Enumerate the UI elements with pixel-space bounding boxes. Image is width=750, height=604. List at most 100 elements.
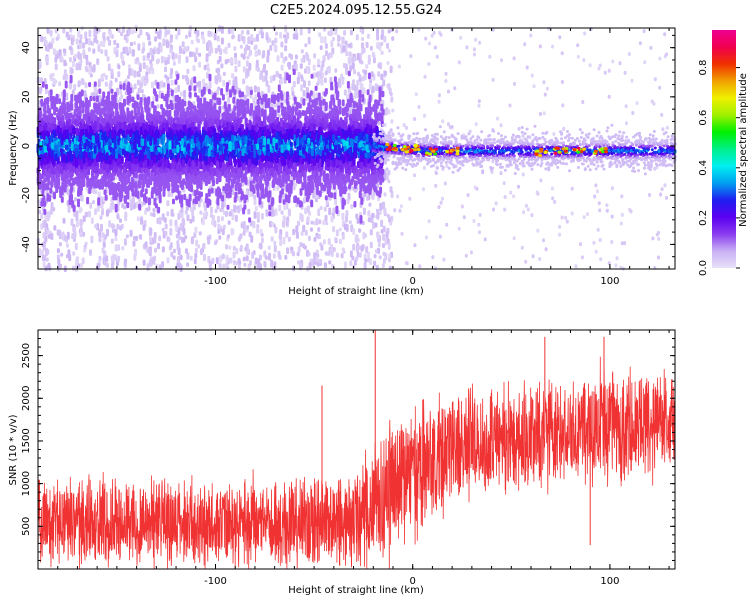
spectrogram-cell bbox=[437, 99, 441, 104]
spectrogram-cell bbox=[74, 242, 78, 251]
spectrogram-cell bbox=[49, 187, 53, 194]
spectrogram-cell bbox=[274, 226, 278, 234]
spectrogram-cell bbox=[220, 88, 224, 96]
spectrogram-cell bbox=[185, 74, 188, 82]
spectrogram-cell bbox=[229, 257, 233, 264]
spectrogram-cell bbox=[44, 227, 48, 235]
spectrogram-cell bbox=[41, 81, 45, 88]
spectrogram-cell bbox=[205, 211, 209, 217]
spectrogram-cell bbox=[133, 191, 137, 197]
spectrogram-cell bbox=[111, 262, 114, 270]
spectrogram-cell bbox=[244, 246, 248, 252]
spectrogram-cell bbox=[273, 261, 277, 268]
spectrogram-cell bbox=[227, 96, 231, 104]
spectrogram-cell bbox=[38, 87, 42, 95]
spectrogram-cell bbox=[161, 213, 165, 221]
spectrogram-cell bbox=[142, 62, 146, 69]
spectrogram-cell bbox=[116, 214, 120, 220]
spectrogram-cell bbox=[46, 27, 50, 34]
spectrogram-cell bbox=[620, 241, 624, 246]
spectrogram-cell bbox=[127, 74, 130, 80]
spectrogram-cell bbox=[75, 210, 79, 219]
spectrogram-cell bbox=[40, 249, 44, 257]
spectrogram-cell bbox=[296, 76, 300, 85]
spectrogram-cell bbox=[170, 68, 174, 75]
spectrogram-cell bbox=[101, 210, 104, 216]
spectrogram-cell bbox=[79, 59, 83, 64]
spectrogram-cell bbox=[230, 27, 234, 35]
spectrogram-cell bbox=[85, 68, 89, 73]
spectrogram-cell bbox=[330, 81, 334, 91]
spectrogram-cell bbox=[257, 92, 261, 98]
spectrogram-cell bbox=[619, 221, 623, 226]
spectrogram-cell bbox=[551, 44, 554, 49]
spectrogram-cell bbox=[125, 234, 129, 239]
spectrogram-cell bbox=[194, 226, 198, 234]
spectrogram-cell bbox=[149, 63, 153, 71]
spectrogram-cell bbox=[183, 89, 187, 98]
spectrogram-cell bbox=[444, 79, 448, 83]
spectrogram-cell bbox=[562, 126, 566, 131]
spectrogram-cell bbox=[576, 43, 580, 48]
spectrogram-cell bbox=[234, 81, 238, 89]
spectrogram-cell bbox=[349, 250, 353, 258]
spectrogram-cell bbox=[217, 67, 221, 74]
spectrogram-cell bbox=[197, 244, 201, 249]
spectrogram-cell bbox=[44, 87, 48, 95]
spectrogram-cell bbox=[358, 190, 362, 199]
spectrogram-cell bbox=[252, 97, 256, 106]
spectrogram-cell bbox=[278, 204, 282, 212]
spectrogram-cell bbox=[182, 237, 186, 243]
spectrogram-cell bbox=[98, 255, 102, 262]
spectrogram-cell bbox=[103, 189, 107, 196]
spectrogram-cell bbox=[286, 32, 290, 40]
spectrogram-cell bbox=[323, 184, 326, 192]
spectrogram-cell bbox=[491, 159, 495, 164]
spectrogram-cell bbox=[344, 63, 348, 70]
spectrogram-cell bbox=[190, 39, 194, 45]
spectrogram-cell bbox=[312, 221, 316, 226]
spectrogram-cell bbox=[275, 31, 278, 36]
spectrogram-cell bbox=[115, 50, 119, 58]
spectrogram-cell bbox=[373, 260, 377, 267]
spectrogram-cell bbox=[542, 238, 545, 243]
spectrogram-cell bbox=[433, 45, 437, 50]
spectrogram-cell bbox=[137, 34, 141, 39]
spectrogram-cell bbox=[300, 231, 304, 237]
spectrogram-cell bbox=[376, 28, 380, 33]
spectrogram-cell bbox=[181, 41, 185, 48]
spectrogram-cell bbox=[240, 223, 244, 229]
spectrogram-cell bbox=[167, 191, 171, 198]
spectrogram-cell bbox=[158, 216, 162, 225]
spectrogram-cell bbox=[118, 96, 122, 102]
spectrogram-cell bbox=[319, 45, 323, 51]
spectrogram-cell bbox=[560, 215, 564, 220]
spectrogram-cell bbox=[317, 227, 321, 232]
spectrogram-cell bbox=[194, 247, 198, 254]
spectrogram-cell bbox=[295, 32, 299, 40]
spectrogram-cell bbox=[246, 105, 250, 114]
spectrogram-cell bbox=[381, 201, 385, 208]
spectrogram-cell bbox=[191, 215, 195, 223]
spectrogram-cell bbox=[186, 262, 189, 267]
spectrogram-cell bbox=[174, 53, 178, 59]
spectrogram-cell bbox=[610, 186, 614, 191]
spectrogram-cell bbox=[176, 262, 180, 267]
spectrogram-cell bbox=[243, 94, 247, 100]
spectrogram-cell bbox=[389, 186, 393, 193]
spectrogram-cell bbox=[262, 75, 265, 83]
spectrogram-cell bbox=[659, 192, 663, 197]
spectrogram-cell bbox=[125, 46, 128, 54]
spectrogram-cell bbox=[159, 44, 163, 53]
spectrogram-cell bbox=[242, 78, 246, 85]
spectrogram-cell bbox=[205, 85, 209, 92]
spectrogram-cell bbox=[240, 53, 244, 58]
spectrogram-cell bbox=[404, 125, 408, 130]
spectrogram-cell bbox=[68, 57, 72, 63]
spectrogram-cell bbox=[358, 58, 362, 64]
spectrogram-cell bbox=[234, 52, 237, 59]
spectrogram-cell bbox=[237, 60, 241, 67]
spectrogram-cell bbox=[57, 259, 61, 266]
spectrogram-cell bbox=[364, 233, 367, 238]
spectrogram-cell bbox=[315, 218, 319, 226]
